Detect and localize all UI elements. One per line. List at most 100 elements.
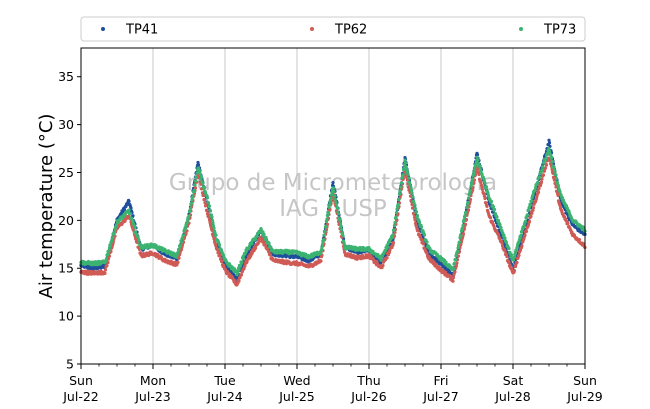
data-point bbox=[505, 255, 509, 259]
data-point bbox=[136, 234, 140, 239]
data-point bbox=[476, 158, 480, 162]
data-point bbox=[475, 167, 480, 171]
series-TP73 bbox=[79, 146, 587, 277]
data-point bbox=[540, 177, 544, 181]
data-point bbox=[214, 233, 218, 237]
data-point bbox=[200, 191, 205, 195]
data-point bbox=[327, 203, 332, 207]
data-point bbox=[336, 212, 341, 216]
data-point bbox=[453, 258, 458, 262]
x-tick-label-day: Wed bbox=[283, 373, 310, 388]
data-point bbox=[552, 165, 556, 170]
data-point bbox=[341, 234, 345, 238]
x-tick-label-day: Fri bbox=[434, 373, 449, 388]
data-point bbox=[515, 260, 519, 265]
data-point bbox=[323, 229, 327, 233]
x-tick-label-date: Jul-29 bbox=[566, 389, 603, 404]
data-point bbox=[339, 227, 344, 232]
data-points bbox=[79, 138, 587, 287]
data-point bbox=[392, 228, 396, 232]
data-point bbox=[537, 187, 541, 191]
data-point bbox=[216, 250, 221, 254]
data-point bbox=[338, 219, 342, 223]
data-point bbox=[103, 268, 108, 272]
data-point bbox=[456, 254, 461, 258]
data-point bbox=[397, 197, 401, 201]
data-point bbox=[469, 182, 474, 186]
data-point bbox=[112, 230, 117, 234]
data-point bbox=[198, 173, 203, 177]
data-point bbox=[432, 260, 436, 264]
data-point bbox=[461, 223, 465, 228]
data-point bbox=[480, 172, 484, 176]
data-point bbox=[475, 155, 479, 159]
data-point bbox=[526, 223, 531, 227]
data-point bbox=[193, 186, 198, 190]
data-point bbox=[512, 269, 517, 273]
data-point bbox=[459, 233, 463, 238]
x-tick-label-date: Jul-22 bbox=[62, 389, 99, 404]
data-point bbox=[325, 213, 330, 218]
data-point bbox=[202, 186, 207, 190]
data-point bbox=[564, 204, 569, 208]
data-point bbox=[204, 203, 208, 207]
data-point bbox=[259, 226, 263, 231]
data-point bbox=[503, 249, 507, 253]
data-point bbox=[399, 181, 404, 185]
data-point bbox=[392, 224, 397, 228]
y-tick-label: 20 bbox=[58, 213, 74, 228]
legend-marker-TP41 bbox=[101, 27, 105, 31]
data-point bbox=[188, 206, 193, 211]
data-point bbox=[218, 253, 222, 257]
data-point bbox=[414, 210, 419, 214]
data-point bbox=[179, 248, 184, 252]
data-point bbox=[255, 234, 259, 239]
data-point bbox=[263, 243, 268, 247]
data-point bbox=[205, 209, 209, 213]
data-point bbox=[545, 151, 550, 155]
data-point bbox=[212, 237, 216, 241]
data-point bbox=[410, 191, 414, 195]
data-point bbox=[339, 225, 343, 229]
data-point bbox=[466, 200, 470, 205]
data-point bbox=[483, 181, 487, 185]
data-point bbox=[398, 189, 402, 193]
data-point bbox=[412, 215, 417, 219]
x-tick-label-date: Jul-26 bbox=[350, 389, 387, 404]
data-point bbox=[201, 181, 205, 185]
data-point bbox=[180, 236, 185, 240]
x-tick-label-day: Thu bbox=[356, 373, 380, 388]
data-point bbox=[475, 153, 480, 157]
data-point bbox=[178, 243, 183, 247]
data-point bbox=[529, 199, 534, 203]
data-point bbox=[397, 192, 402, 196]
y-tick-label: 35 bbox=[58, 69, 74, 84]
x-tick-label-date: Jul-28 bbox=[494, 389, 531, 404]
data-point bbox=[329, 193, 334, 197]
y-axis-title: Air temperature (°C) bbox=[36, 114, 57, 299]
data-point bbox=[485, 204, 489, 209]
data-point bbox=[472, 170, 476, 175]
legend-marker-TP62 bbox=[310, 27, 314, 31]
data-point bbox=[556, 193, 560, 197]
data-point bbox=[220, 259, 224, 263]
data-point bbox=[185, 221, 189, 225]
data-point bbox=[425, 251, 429, 255]
data-point bbox=[207, 218, 212, 222]
data-point bbox=[268, 253, 273, 257]
data-point bbox=[406, 172, 410, 176]
data-point bbox=[556, 184, 561, 188]
data-point bbox=[106, 260, 110, 265]
data-point bbox=[495, 215, 499, 219]
data-point bbox=[107, 248, 111, 253]
data-point bbox=[524, 229, 529, 233]
data-point bbox=[523, 233, 527, 237]
data-point bbox=[533, 186, 538, 190]
data-point bbox=[541, 165, 545, 169]
data-point bbox=[468, 188, 473, 192]
data-point bbox=[554, 176, 559, 180]
data-point bbox=[325, 217, 329, 221]
data-point bbox=[544, 156, 548, 161]
legend-marker-TP73 bbox=[519, 27, 523, 31]
